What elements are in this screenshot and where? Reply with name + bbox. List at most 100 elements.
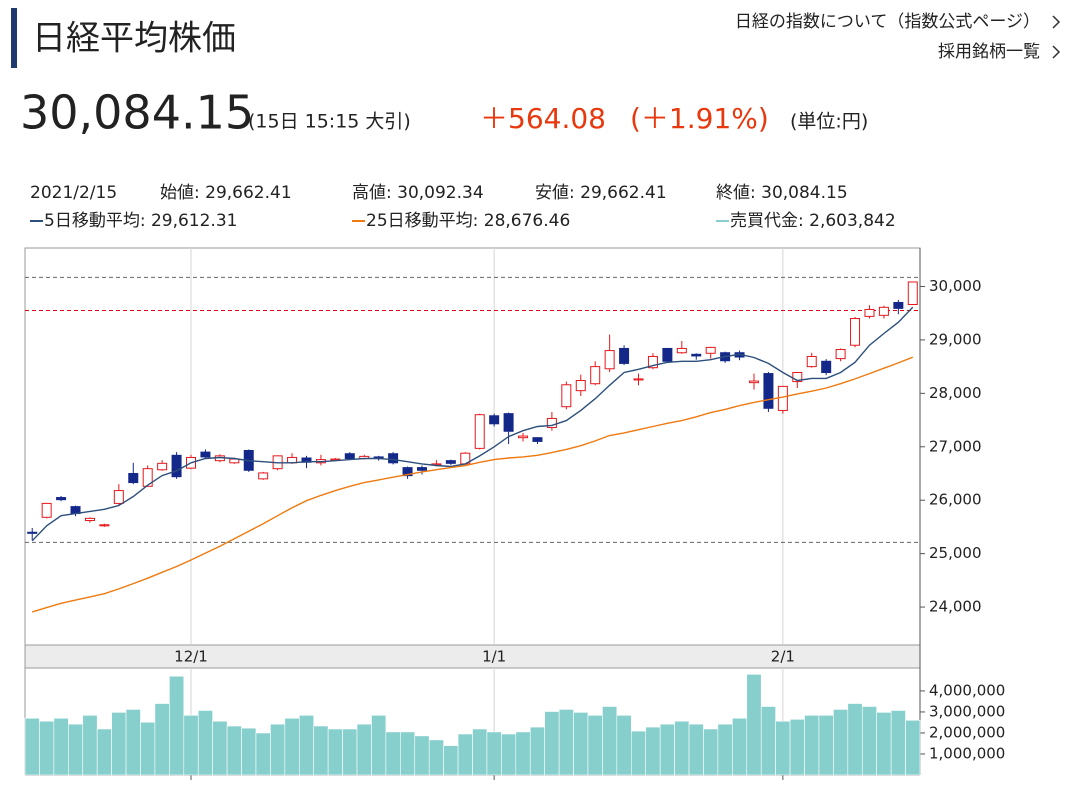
y-tick-label: 2,000,000 bbox=[929, 723, 1005, 741]
info-row: 2021/2/15 始値: 29,662.41 高値: 30,092.34 安値… bbox=[30, 183, 848, 203]
volume-bar bbox=[400, 731, 416, 776]
candle-body bbox=[518, 435, 529, 439]
candle-body bbox=[907, 281, 918, 306]
candle-body bbox=[893, 302, 904, 309]
info-open: 始値: 29,662.41 bbox=[160, 183, 292, 203]
candle-body bbox=[619, 347, 630, 364]
volume-bar bbox=[68, 723, 84, 776]
volume-bar bbox=[630, 730, 647, 776]
candle-body bbox=[142, 468, 153, 487]
candle-body bbox=[489, 415, 500, 425]
volume-bar bbox=[96, 728, 112, 776]
candle-body bbox=[200, 451, 211, 458]
volume-bar bbox=[544, 711, 560, 776]
volume-bar bbox=[674, 720, 690, 776]
price: 30,084.15 bbox=[20, 86, 254, 140]
volume-bar bbox=[226, 725, 242, 776]
candle-body bbox=[402, 467, 413, 477]
volume-bar bbox=[270, 723, 286, 776]
y-tick-label: 29,000 bbox=[929, 330, 982, 348]
volume-bar bbox=[804, 715, 820, 776]
candle-body bbox=[171, 454, 182, 478]
index-link[interactable]: 日経の指数について（指数公式ページ） bbox=[735, 12, 1040, 32]
y-tick-label: 27,000 bbox=[929, 437, 982, 455]
candle-body bbox=[705, 346, 716, 354]
volume-bar bbox=[486, 731, 502, 776]
candle-body bbox=[633, 378, 644, 381]
y-tick-label: 28,000 bbox=[929, 384, 982, 402]
volume-bar bbox=[356, 723, 372, 776]
legend-label: 売買代金: 2,603,842 bbox=[730, 211, 896, 231]
volume-bar bbox=[197, 710, 213, 776]
candle-body bbox=[590, 366, 601, 385]
volume-bar bbox=[890, 710, 906, 776]
candle-body bbox=[604, 350, 615, 370]
volume-bar bbox=[313, 725, 329, 776]
volume-bar bbox=[558, 709, 574, 776]
volume-bar bbox=[659, 723, 675, 776]
volume-bar bbox=[515, 731, 531, 776]
candle-body bbox=[792, 371, 803, 383]
change: ＋564.08 bbox=[480, 102, 606, 135]
volume-bar bbox=[298, 715, 315, 776]
info-low: 安値: 29,662.41 bbox=[535, 183, 667, 203]
volume-bar bbox=[876, 712, 892, 776]
candle-body bbox=[27, 531, 38, 534]
y-tick-label: 1,000,000 bbox=[929, 744, 1005, 762]
y-tick-label: 24,000 bbox=[929, 598, 982, 616]
moving-average bbox=[31, 306, 914, 542]
volume-bar bbox=[140, 721, 156, 776]
volume-bar bbox=[457, 733, 473, 776]
volume-bar bbox=[443, 745, 459, 776]
candle-body bbox=[388, 453, 399, 464]
volume-bar bbox=[385, 731, 401, 776]
volume-bar bbox=[847, 703, 863, 776]
candle-body bbox=[84, 517, 95, 522]
volume-bar bbox=[255, 732, 271, 776]
candle-body bbox=[546, 417, 557, 429]
volume-bar bbox=[472, 728, 488, 776]
volume-bar bbox=[775, 720, 791, 776]
info-high: 高値: 30,092.34 bbox=[352, 183, 484, 203]
x-tick-label: 2/1 bbox=[771, 648, 795, 666]
volume-bar bbox=[212, 720, 228, 776]
info-close: 終値: 30,084.15 bbox=[716, 183, 848, 203]
y-tick-label: 30,000 bbox=[929, 277, 982, 295]
y-tick-label: 3,000,000 bbox=[929, 702, 1005, 720]
candle-body bbox=[748, 380, 759, 384]
volume-bar bbox=[501, 733, 517, 776]
candle-body bbox=[662, 347, 673, 362]
chevron bbox=[1052, 15, 1061, 29]
volume-bar bbox=[616, 715, 632, 776]
volume-bar bbox=[905, 719, 921, 776]
volume-bar bbox=[789, 718, 805, 776]
constituents-link[interactable]: 採用銘柄一覧 bbox=[938, 42, 1040, 62]
volume-bar bbox=[833, 709, 849, 776]
candle-body bbox=[56, 497, 67, 501]
volume-bar bbox=[125, 709, 141, 776]
candle-body bbox=[503, 413, 514, 432]
volume-bar bbox=[371, 715, 387, 776]
candle-body bbox=[575, 380, 586, 392]
volume-bar bbox=[717, 723, 733, 776]
volume-bar bbox=[602, 706, 618, 776]
volume-bar bbox=[327, 728, 343, 776]
candle-body bbox=[561, 384, 572, 408]
candle-body bbox=[647, 355, 658, 369]
volume-bar bbox=[111, 712, 127, 776]
candle-body bbox=[128, 472, 139, 484]
y-tick-label: 26,000 bbox=[929, 491, 982, 509]
volume-bar bbox=[732, 717, 748, 776]
candle-body bbox=[532, 437, 543, 442]
legend-label: 5日移動平均: 29,612.31 bbox=[44, 211, 237, 231]
volume-bar bbox=[861, 706, 877, 776]
timestamp: (15日 15:15 大引) bbox=[248, 111, 411, 133]
x-tick-label: 1/1 bbox=[482, 648, 506, 666]
volume-bar bbox=[82, 715, 98, 776]
candle-body bbox=[676, 347, 687, 354]
info-date: 2021/2/15 bbox=[30, 183, 117, 203]
candle-body bbox=[41, 502, 52, 518]
candle-body bbox=[878, 306, 889, 316]
volume-bar bbox=[39, 720, 55, 776]
volume-bar bbox=[154, 703, 170, 776]
